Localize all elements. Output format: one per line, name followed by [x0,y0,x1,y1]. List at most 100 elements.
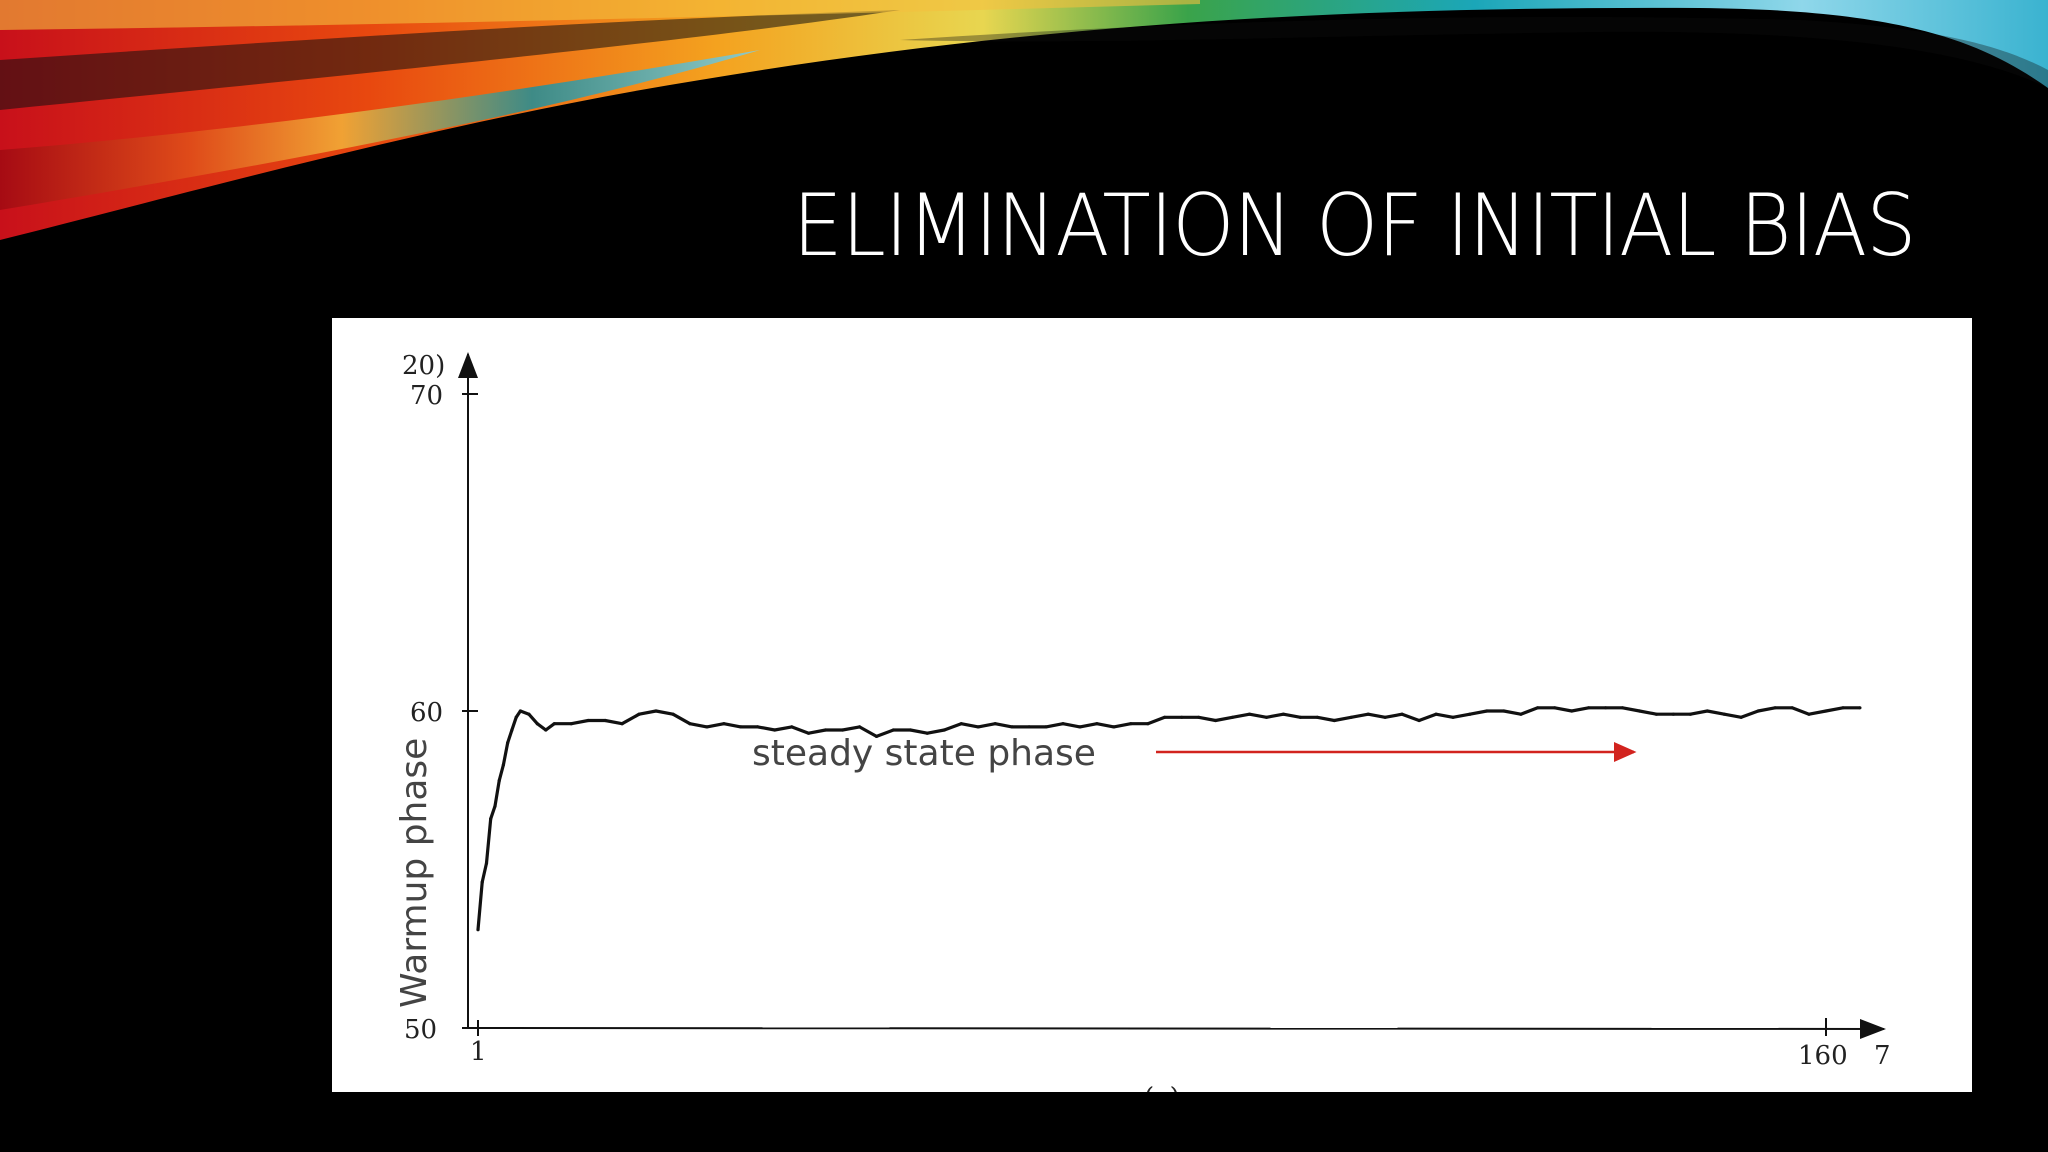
data-point [705,725,709,729]
x-axis-label: (a) [1144,1083,1180,1092]
data-point [1366,712,1370,716]
data-point [514,715,518,719]
data-point [1739,715,1743,719]
data-point [484,861,489,865]
data-point [1112,725,1116,729]
data-point [1417,718,1421,723]
data-point [824,728,828,732]
data-point [891,728,896,732]
data-point [1841,706,1845,710]
data-point [1281,712,1285,716]
data-point [857,725,862,729]
data-point [654,709,658,713]
y-tick-label-60: 60 [410,698,443,728]
data-point [1654,712,1658,716]
x-tick-label-160: 160 [1798,1041,1848,1071]
data-point [925,731,929,735]
data-point [1451,715,1455,719]
data-point [722,722,726,726]
x-tick-label-1: 1 [470,1037,487,1067]
slide-title: ELIMINATION OF INITIAL BIAS [793,176,1917,276]
y-tick-label-50: 50 [404,1015,437,1045]
series-line [476,706,1860,930]
data-point [1061,722,1065,726]
data-point [1604,706,1608,710]
data-point [1383,715,1387,719]
data-point [476,928,480,932]
data-point [976,725,980,729]
data-point [1790,706,1794,710]
data-point [1637,709,1642,713]
data-point [993,722,997,726]
data-point [544,728,548,732]
data-point [1722,712,1726,716]
data-point [1264,715,1269,719]
data-point [1519,712,1523,716]
data-point [942,728,946,732]
data-point [756,725,760,729]
data-point [1807,712,1811,716]
data-point [1553,706,1557,710]
data-point [527,712,531,716]
data-point [1078,725,1082,729]
data-point [1671,712,1675,716]
data-point [908,728,913,732]
data-point [1756,709,1760,713]
y-axis-label: Warmup phase [394,738,435,1008]
data-point [1180,715,1184,719]
data-point [1146,722,1150,726]
data-point [1298,715,1302,719]
data-point [874,734,879,738]
decorative-banner-swoosh [0,0,2048,240]
data-point [1688,712,1692,716]
data-point [1705,709,1709,713]
data-point [773,728,777,732]
line-chart: 20) 70 60 50 1 160 7 (a) Warmup phase st… [394,351,1891,1092]
data-point [586,718,590,723]
steady-state-annotation: steady state phase [752,733,1096,774]
data-point [1163,715,1167,719]
data-point [1773,706,1777,710]
data-point [493,804,497,808]
data-point [501,763,505,767]
data-point [1197,715,1201,719]
data-point [1332,718,1336,723]
data-point [1214,718,1218,723]
data-point [1129,722,1133,726]
x-axis [467,1018,1886,1039]
data-point [1230,715,1235,719]
data-point [1400,712,1404,716]
data-point [510,728,514,732]
y-tick-label-70: 70 [410,381,443,411]
data-point [790,725,794,729]
data-point [1824,709,1828,713]
data-point [1095,722,1099,726]
data-point [535,722,539,726]
data-point [1010,725,1014,729]
data-point [1620,706,1625,710]
data-point [1587,706,1591,710]
data-point [620,722,624,726]
data-point [480,880,484,884]
data-point [1468,712,1472,716]
data-point [1536,706,1540,710]
data-point [1349,715,1353,719]
data-point [569,722,573,726]
data-point [637,712,641,716]
data-point [959,722,963,726]
data-point [1858,706,1862,710]
data-point [807,731,811,735]
data-point [552,722,556,726]
data-point [1315,715,1319,719]
data-point [506,741,510,745]
data-point [518,709,522,713]
data-point [489,817,493,821]
data-point [603,718,607,723]
chart-figure: 20) 70 60 50 1 160 7 (a) Warmup phase st… [332,318,1972,1092]
data-point [1485,709,1489,713]
data-point [688,722,692,726]
data-point [1027,725,1031,729]
data-point [1044,725,1048,729]
data-point [497,779,501,783]
data-point [671,712,675,716]
